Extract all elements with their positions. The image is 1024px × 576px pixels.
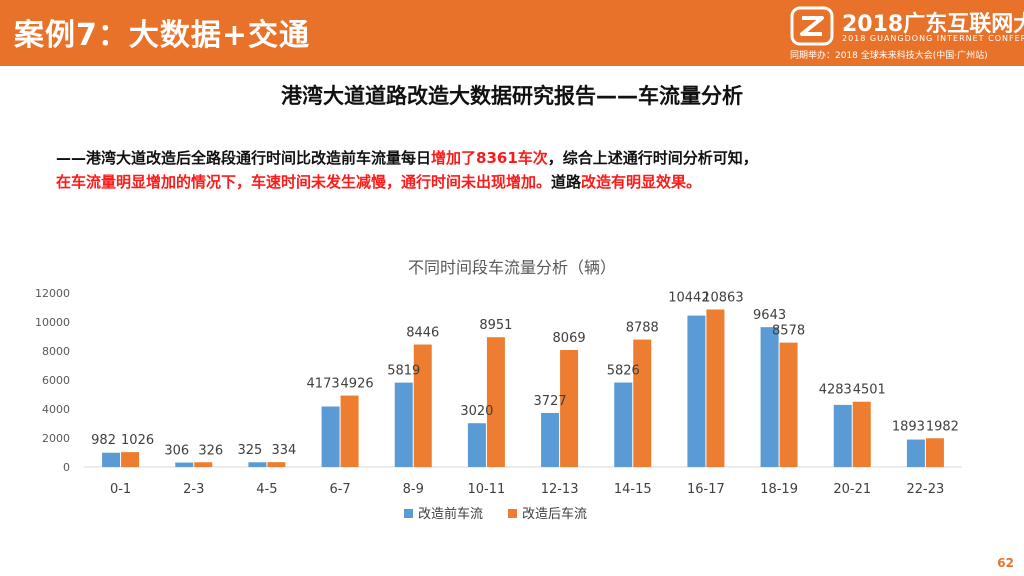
x-tick-label: 10-11: [468, 482, 506, 497]
x-tick-label: 0-1: [110, 482, 131, 497]
data-label-after: 8446: [406, 326, 439, 341]
y-tick-label: 10000: [35, 316, 70, 329]
bar-after: [779, 342, 798, 467]
bar-before: [833, 404, 852, 467]
y-tick-label: 0: [63, 461, 70, 474]
data-label-before: 1893: [892, 419, 925, 434]
bar-before: [102, 452, 121, 467]
data-label-before: 4283: [819, 383, 852, 398]
x-tick-label: 16-17: [687, 482, 725, 497]
data-label-before: 3020: [460, 404, 493, 419]
legend-label-before: 改造前车流: [418, 506, 483, 522]
data-label-before: 5819: [387, 364, 420, 379]
x-tick-label: 4-5: [256, 482, 277, 497]
bar-after: [121, 452, 140, 467]
x-tick-label: 20-21: [833, 482, 871, 497]
legend-swatch-before: [404, 509, 413, 518]
bar-before: [248, 462, 267, 467]
data-label-before: 10442: [668, 290, 709, 305]
x-tick-label: 12-13: [541, 482, 579, 497]
case-title: 案例7：大数据+交通: [14, 18, 311, 53]
y-tick-label: 2000: [42, 432, 70, 445]
conference-subtitle: 同期举办：2018 全球未来科技大会(中国·广州站): [790, 51, 988, 61]
bar-before: [906, 439, 925, 467]
data-label-before: 3727: [534, 394, 567, 409]
y-tick-label: 12000: [35, 287, 70, 300]
data-label-before: 306: [164, 443, 189, 458]
x-tick-label: 22-23: [907, 482, 945, 497]
data-label-before: 4173: [307, 377, 340, 392]
summary-paragraph: ——港湾大道改造后全路段通行时间比改造前车流量每日增加了8361车次，综合上述通…: [56, 146, 996, 194]
data-label-after: 10863: [702, 290, 743, 305]
bar-after: [925, 438, 944, 467]
data-label-before: 5826: [607, 364, 640, 379]
bar-before: [175, 462, 194, 467]
y-tick-label: 4000: [42, 403, 70, 416]
bar-before: [541, 412, 560, 467]
x-tick-label: 18-19: [760, 482, 798, 497]
header-banner: 案例7：大数据+交通 2018广东互联网大会 2018 GUANGDONG IN…: [0, 0, 1024, 66]
data-label-after: 8951: [479, 318, 512, 333]
data-label-after: 8069: [553, 331, 586, 346]
data-label-before: 982: [91, 433, 116, 448]
bar-before: [614, 382, 633, 467]
bar-after: [413, 344, 432, 467]
bar-after: [852, 401, 871, 467]
summary-text-1: ——港湾大道改造后全路段通行时间比改造前车流量每日: [56, 149, 432, 167]
chart-title: 不同时间段车流量分析（辆）: [407, 258, 616, 277]
data-label-after: 8788: [626, 321, 659, 336]
bar-before: [760, 327, 779, 467]
x-tick-label: 8-9: [403, 482, 424, 497]
data-label-before: 325: [238, 443, 263, 458]
data-label-after: 326: [198, 443, 223, 458]
bar-before: [467, 423, 486, 467]
legend-label-after: 改造后车流: [522, 506, 587, 522]
summary-highlight-1: 增加了8361车次: [431, 149, 548, 167]
bar-after: [340, 395, 359, 467]
bar-after: [706, 309, 725, 467]
conference-english-name: 2018 GUANGDONG INTERNET CONFERENCE: [842, 34, 1024, 43]
page-number: 62: [997, 556, 1014, 570]
y-tick-label: 8000: [42, 345, 70, 358]
y-tick-label: 6000: [42, 374, 70, 387]
x-tick-label: 2-3: [183, 482, 204, 497]
bar-after: [267, 462, 286, 467]
summary-text-3: 道路: [551, 173, 582, 191]
summary-text-2: ，综合上述通行时间分析可知，: [547, 149, 758, 167]
bar-after: [560, 349, 579, 467]
bar-after: [633, 339, 652, 467]
bar-before: [687, 315, 706, 467]
bar-before: [321, 406, 340, 467]
x-tick-label: 6-7: [329, 482, 350, 497]
x-tick-label: 14-15: [614, 482, 652, 497]
bar-after: [194, 462, 213, 467]
data-label-after: 1026: [121, 433, 154, 448]
legend-swatch-after: [508, 509, 517, 518]
data-label-after: 4926: [341, 377, 374, 392]
report-title: 港湾大道道路改造大数据研究报告——车流量分析: [281, 84, 743, 108]
data-label-after: 334: [272, 443, 297, 458]
summary-highlight-3: 改造有明显效果。: [581, 173, 702, 191]
data-label-after: 8578: [772, 324, 805, 339]
conference-name: 2018广东互联网大会: [842, 12, 1024, 37]
data-label-before: 9643: [753, 308, 786, 323]
conference-logo-icon: [790, 6, 834, 46]
bar-before: [394, 382, 413, 467]
bar-after: [486, 337, 505, 467]
data-label-after: 4501: [853, 383, 886, 398]
data-label-after: 1982: [926, 419, 959, 434]
summary-highlight-2: 在车流量明显增加的情况下，车速时间未发生减慢，通行时间未出现增加。: [56, 173, 552, 191]
